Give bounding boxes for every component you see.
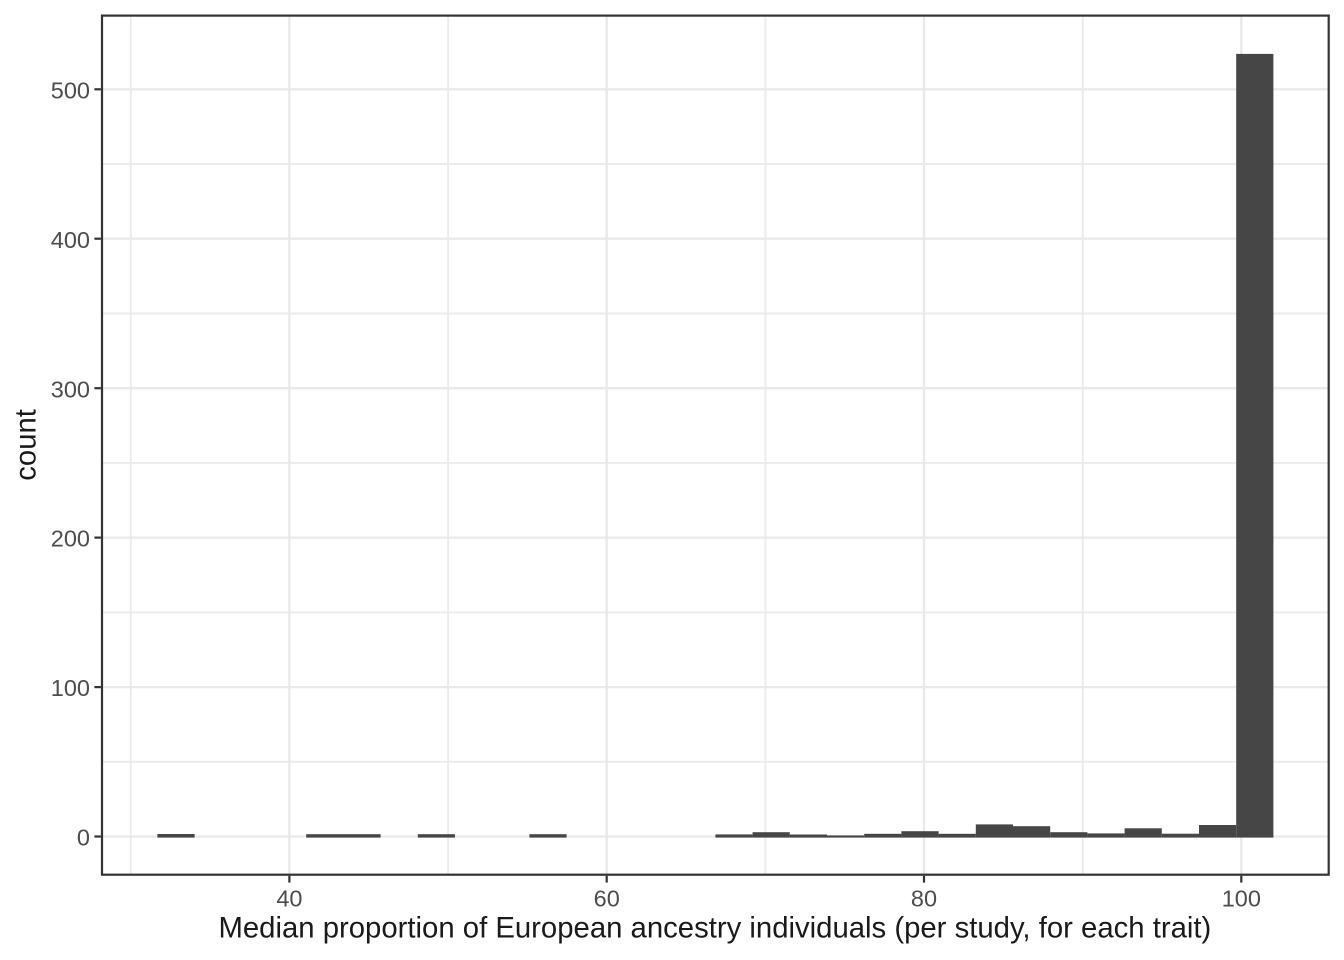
svg-text:count: count bbox=[10, 409, 43, 481]
svg-text:200: 200 bbox=[51, 526, 90, 552]
svg-text:0: 0 bbox=[77, 825, 90, 851]
svg-text:300: 300 bbox=[51, 376, 90, 402]
svg-text:400: 400 bbox=[51, 227, 90, 253]
svg-text:60: 60 bbox=[594, 886, 620, 912]
svg-text:500: 500 bbox=[51, 77, 90, 103]
svg-text:80: 80 bbox=[911, 886, 937, 912]
svg-text:100: 100 bbox=[1222, 886, 1261, 912]
svg-text:100: 100 bbox=[51, 675, 90, 701]
svg-text:Median proportion of European: Median proportion of European ancestry i… bbox=[218, 911, 1211, 944]
svg-text:40: 40 bbox=[276, 886, 302, 912]
